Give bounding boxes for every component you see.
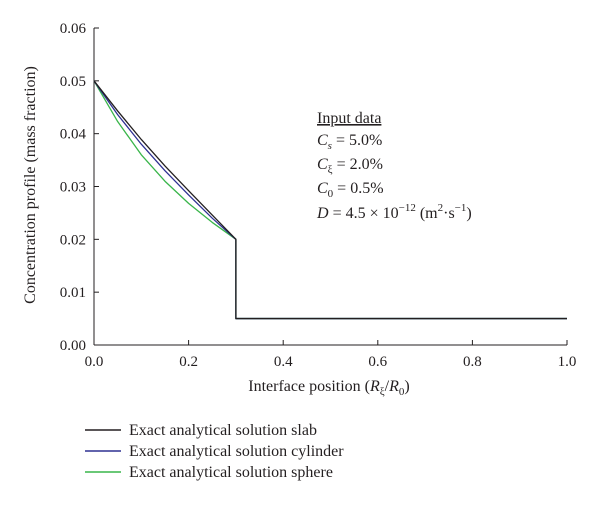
plot-axes: 0.00 0.01 0.02 0.03 0.04 0.05 0.06 0.0 0.2 0.4 0.6… (60, 21, 577, 370)
x-tick-label: 0.8 (463, 354, 482, 370)
y-axis-title: Concentration profile (mass fraction) (22, 66, 39, 304)
annotation-c0: C0 = 0.5% (317, 180, 384, 200)
x-tick-label: 0.2 (179, 354, 198, 370)
legend-label-sphere: Exact analytical solution sphere (129, 464, 333, 481)
annotation-cs: Cs = 5.0% (317, 132, 382, 152)
x-tick-label: 0.0 (85, 354, 104, 370)
x-tick-label: 1.0 (558, 354, 577, 370)
series-line-slab (93, 80, 567, 320)
annotation-cxi: Cξ = 2.0% (317, 156, 383, 176)
legend-label-slab: Exact analytical solution slab (129, 422, 317, 439)
y-tick-label: 0.00 (60, 338, 86, 354)
x-tick-label: 0.6 (368, 354, 387, 370)
y-tick-label: 0.06 (60, 21, 87, 37)
y-tick-label: 0.04 (60, 127, 87, 143)
series-layer (93, 80, 567, 320)
x-tick-label: 0.4 (274, 354, 293, 370)
y-tick-label: 0.05 (60, 74, 86, 90)
y-tick-label: 0.01 (60, 285, 86, 301)
annotation-heading: Input data (317, 110, 381, 127)
annotation-d: D = 4.5 × 10−12 (m2·s−1) (316, 202, 472, 222)
legend-label-cylinder: Exact analytical solution cylinder (129, 443, 344, 460)
input-data-annotation: Input data Cs = 5.0% Cξ = 2.0% C0 = 0.5%… (316, 110, 472, 222)
y-tick-label: 0.03 (60, 180, 86, 196)
y-tick-label: 0.02 (60, 232, 86, 248)
legend: Exact analytical solution slab Exact anal… (85, 422, 344, 481)
x-axis-title: Interface position (Rξ/R0) (248, 378, 409, 398)
